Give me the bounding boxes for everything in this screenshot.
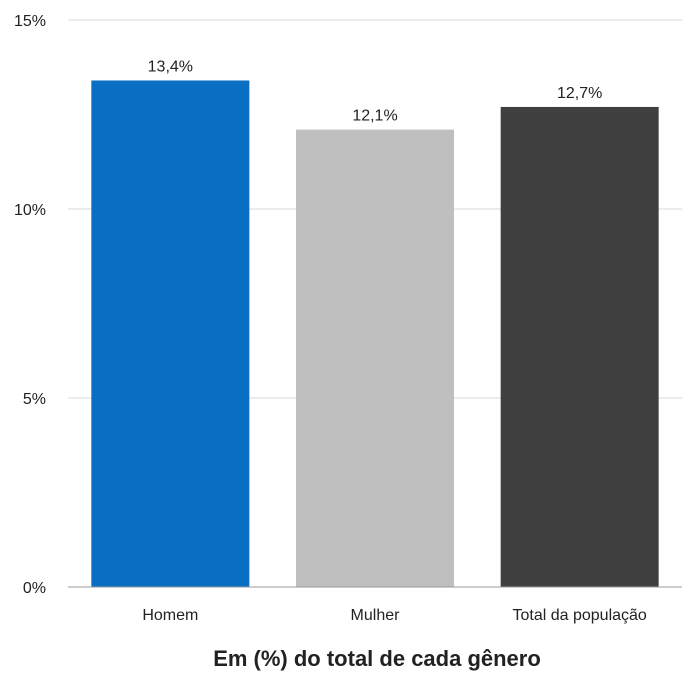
y-axis-ticks: 0% 5% 10% 15%	[14, 13, 46, 597]
x-tick-label: Total da população	[513, 607, 647, 624]
data-labels: 13,4% 12,1% 12,7%	[148, 58, 603, 124]
x-axis-title: Em (%) do total de cada gênero	[213, 646, 541, 671]
bars	[91, 80, 659, 587]
y-tick-label: 0%	[23, 580, 46, 597]
data-label: 13,4%	[148, 58, 193, 75]
data-label: 12,1%	[352, 108, 397, 125]
bar-3	[500, 106, 659, 587]
x-tick-label: Homem	[142, 607, 198, 624]
y-tick-label: 15%	[14, 13, 46, 30]
x-axis-ticks: Homem Mulher Total da população	[142, 607, 647, 624]
y-tick-label: 10%	[14, 202, 46, 219]
y-tick-label: 5%	[23, 391, 46, 408]
bar-2	[296, 129, 454, 587]
x-tick-label: Mulher	[351, 607, 401, 624]
bar-1	[91, 80, 250, 587]
data-label: 12,7%	[557, 85, 602, 102]
